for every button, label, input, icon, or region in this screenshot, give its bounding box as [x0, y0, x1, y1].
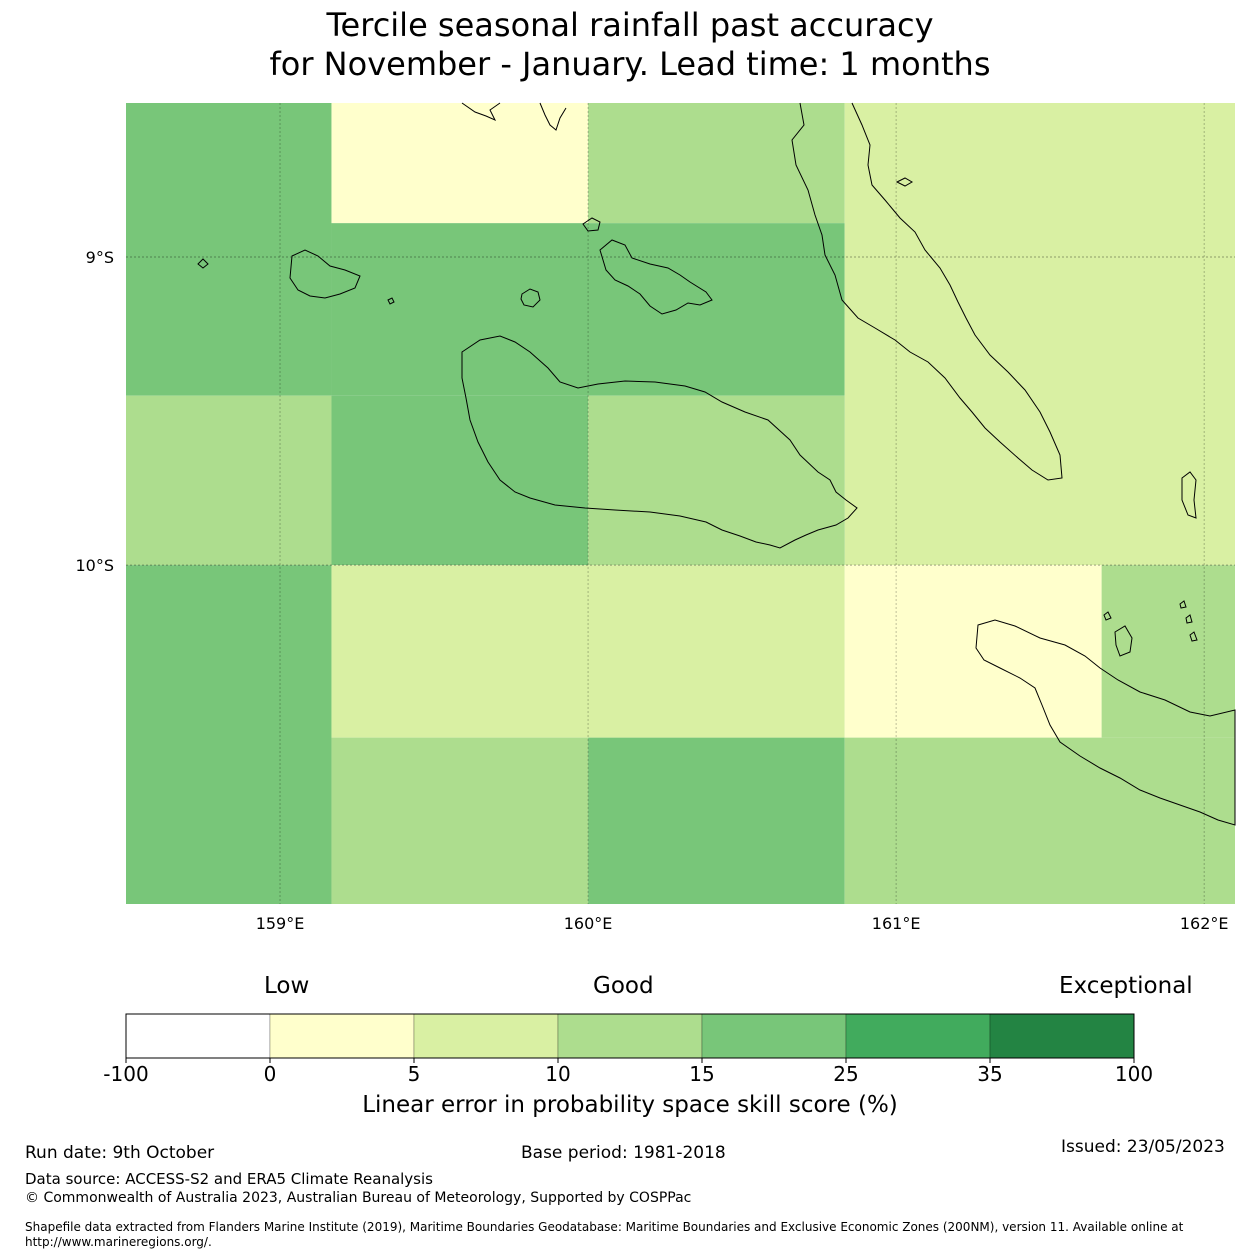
colorbar-segment: [557, 1013, 703, 1059]
colorbar-tick-label: 35: [977, 1062, 1002, 1086]
colorbar-segment: [269, 1013, 415, 1059]
copyright: © Commonwealth of Australia 2023, Austra…: [25, 1190, 692, 1206]
map-gridlines: [126, 103, 1235, 904]
grid-cell-1: [331, 103, 589, 224]
grid-cell-5: [126, 395, 332, 566]
base-period: Base period: 1981-2018: [521, 1143, 726, 1163]
colorbar-tick-label: 5: [408, 1062, 421, 1086]
coastline-savo: [520, 288, 541, 308]
grid-cell-11: [1101, 565, 1235, 738]
x-tick-label: 161°E: [872, 914, 921, 933]
coastlines: [197, 102, 1236, 826]
colorbar-segment: [413, 1013, 559, 1059]
coastline-malaita: [791, 102, 1063, 481]
colorbar-segment: [125, 1013, 271, 1059]
grid-cell-12: [331, 737, 589, 904]
grid-cell-7: [588, 395, 845, 566]
coastline-islet-west: [197, 258, 209, 269]
coastline-russell: [289, 249, 361, 299]
colorbar-frame: [125, 1013, 1135, 1059]
x-tick-label: 159°E: [256, 914, 305, 933]
coastline-florida-islands: [599, 239, 713, 315]
data-source: Data source: ACCESS-S2 and ERA5 Climate …: [25, 1170, 433, 1188]
colorbar-tick-label: 100: [1115, 1062, 1153, 1086]
coastline-florida-islet: [582, 217, 601, 232]
coastline-malaita-islet: [895, 177, 914, 187]
colorbar-tick-label: 10: [545, 1062, 570, 1086]
y-tick-label: 9°S: [86, 248, 114, 267]
colorbar-tick-label: 25: [833, 1062, 858, 1086]
grid-cell-3: [331, 223, 845, 396]
coastline-islet-russell: [387, 297, 395, 305]
coastline-makira: [975, 619, 1236, 826]
chart-title-line-1: Tercile seasonal rainfall past accuracy: [326, 6, 934, 44]
shapefile-credit: Shapefile data extracted from Flanders M…: [25, 1220, 1184, 1249]
coastline-guadalcanal: [461, 335, 858, 549]
x-tick-labels: 159°E 160°E 161°E 162°E: [256, 914, 1229, 933]
skill-grid-cells: [126, 103, 1235, 904]
colorbar-tick-label: 15: [689, 1062, 714, 1086]
chart-title-line-2: for November - January. Lead time: 1 mon…: [269, 45, 991, 83]
colorbar-good-label: Good: [593, 973, 654, 999]
run-date: Run date: 9th October: [25, 1143, 215, 1163]
grid-cell-0: [126, 103, 332, 396]
coastline-makira-islet-3: [1185, 614, 1193, 624]
x-tick-label: 160°E: [564, 914, 613, 933]
colorbar: [125, 1013, 1135, 1059]
coastline-makira-islet-1: [1103, 611, 1112, 621]
colorbar-tick-label: 0: [264, 1062, 277, 1086]
y-tick-label: 10°S: [75, 556, 114, 575]
grid-cell-13: [588, 737, 845, 904]
grid-cell-9: [331, 565, 845, 738]
grid-cell-10: [844, 565, 1102, 738]
colorbar-low-label: Low: [264, 973, 310, 999]
coastline-east-islet: [1181, 471, 1197, 519]
colorbar-exceptional-label: Exceptional: [1059, 973, 1193, 999]
colorbar-axis-label: Linear error in probability space skill …: [362, 1092, 898, 1118]
x-tick-label: 162°E: [1180, 914, 1229, 933]
colorbar-segment: [989, 1013, 1135, 1059]
colorbar-tick-label: -100: [103, 1062, 148, 1086]
grid-cell-4: [844, 103, 1235, 566]
grid-cell-2: [588, 103, 845, 224]
colorbar-tick-labels: -100 0 5 10 15 25 35 100: [103, 1058, 1153, 1086]
coastline-north-islets: [461, 102, 501, 122]
coastline-makira-islet-2: [1179, 600, 1187, 609]
coastline-ugi: [1114, 625, 1133, 657]
coastline-makira-islet-4: [1189, 631, 1198, 642]
grid-cell-14: [844, 737, 1235, 904]
y-tick-labels: 9°S 10°S: [75, 248, 114, 575]
coastline-north-islets-2: [539, 102, 567, 131]
grid-cell-6: [331, 395, 589, 566]
grid-cell-8: [126, 565, 332, 904]
colorbar-segment: [701, 1013, 847, 1059]
issued-date: Issued: 23/05/2023: [1061, 1137, 1225, 1157]
colorbar-segment: [845, 1013, 991, 1059]
